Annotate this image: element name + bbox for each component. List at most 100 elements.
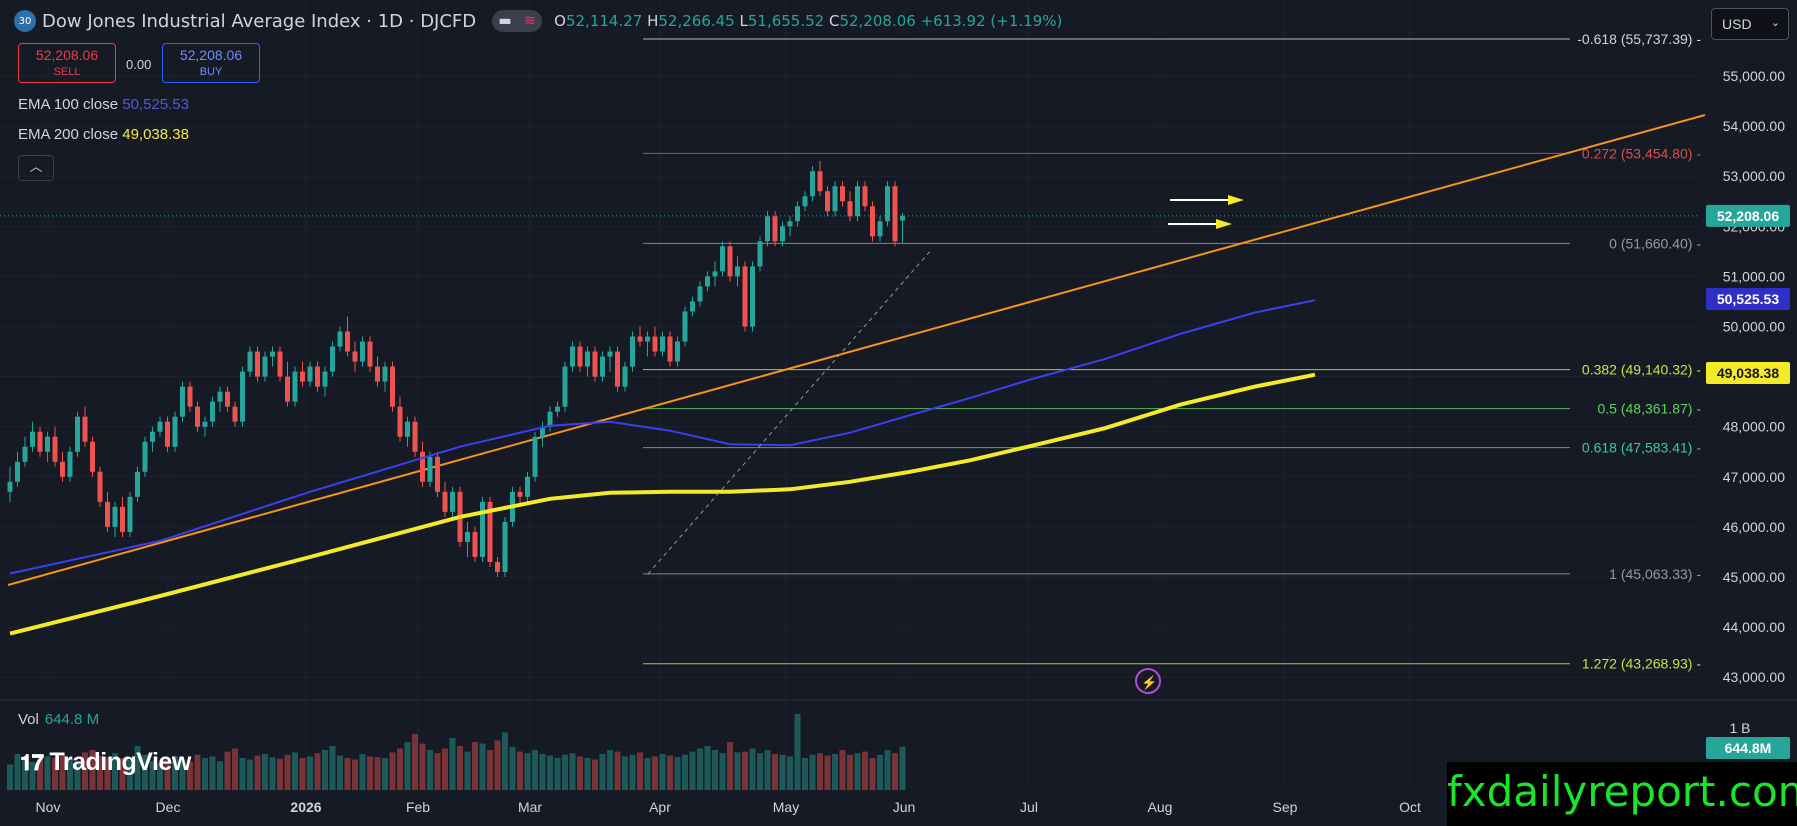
trendline[interactable]: [7, 114, 1706, 586]
candle-body: [502, 521, 508, 572]
candle-body: [15, 461, 20, 482]
candle-body: [187, 386, 193, 407]
wave-icon[interactable]: ≋: [524, 13, 536, 29]
volume-bar: [509, 746, 516, 790]
currency-select[interactable]: USD ⌄: [1711, 8, 1789, 40]
chart-annotations[interactable]: ⚡: [647, 195, 1244, 694]
volume-bar: [67, 758, 73, 790]
tradingview-logo[interactable]: 𝟏𝟕 TradingView: [20, 748, 191, 777]
volume-legend[interactable]: Vol 644.8 M: [18, 711, 99, 728]
fib-label: 0.272 (53,454.80) -: [1582, 145, 1701, 161]
volume-bar: [172, 756, 178, 790]
volume-bar: [404, 742, 411, 790]
volume-bar: [794, 714, 801, 790]
buy-label: BUY: [199, 66, 223, 78]
candle-body: [270, 351, 275, 357]
candle-body: [105, 501, 110, 527]
volume-bar: [194, 754, 201, 790]
candle-body: [67, 451, 73, 477]
legend-toggle[interactable]: ▬ ≋: [492, 10, 543, 32]
buy-button[interactable]: 52,208.06 BUY: [162, 43, 260, 83]
candle-body: [900, 215, 905, 221]
ohlc-values: O52,114.27 H52,266.45 L51,655.52 C52,208…: [554, 12, 1063, 30]
candle-body: [472, 531, 478, 557]
candle-body: [690, 301, 695, 312]
candle-body: [127, 496, 133, 532]
volume-bar: [14, 754, 21, 790]
candle-body: [787, 221, 793, 227]
volume-bar: [824, 755, 831, 790]
symbol-badge-icon: 30: [14, 10, 36, 32]
x-tick-label: 2026: [290, 799, 321, 815]
sell-button[interactable]: 52,208.06 SELL: [18, 43, 116, 83]
x-tick-label: Aug: [1148, 799, 1173, 815]
last-price-badge-bg: [1706, 204, 1790, 227]
volume-bar: [344, 758, 351, 790]
last-price-badge: 52,208.06: [1717, 208, 1779, 224]
volume-bar: [329, 746, 336, 790]
symbol-title[interactable]: Dow Jones Industrial Average Index · 1D …: [42, 10, 477, 32]
time-axis[interactable]: Nov Dec 2026 Feb Mar Apr May Jun Jul Aug Sep Oct: [36, 799, 1421, 815]
volume-bar: [847, 754, 853, 790]
volume-bar: [322, 750, 328, 790]
fib-label: -0.618 (55,737.39) -: [1577, 31, 1701, 47]
price-axis[interactable]: 43,000.00 44,000.00 45,000.00 46,000.00 47,0…: [1706, 68, 1790, 759]
volume-bar: [382, 758, 388, 790]
volume-bar: [449, 738, 456, 790]
volume-bar: [712, 750, 718, 790]
collapse-legend-button[interactable]: ︿: [18, 155, 54, 181]
volume-bar: [352, 759, 358, 790]
volume-bar: [584, 758, 591, 790]
ema100-legend[interactable]: EMA 100 close 50,525.53: [18, 96, 189, 113]
candle-body: [360, 341, 365, 362]
candle-body: [442, 491, 448, 512]
minus-icon[interactable]: ▬: [498, 13, 512, 29]
volume-value: 644.8 M: [44, 711, 100, 728]
candle-body: [330, 346, 335, 372]
candle-body: [322, 371, 328, 387]
x-tick-label: Jul: [1020, 799, 1038, 815]
volume-label: Vol: [18, 711, 39, 728]
candle-body: [240, 371, 245, 422]
candle-body: [585, 351, 590, 367]
candle-body: [727, 246, 733, 277]
x-tick-label: Dec: [156, 799, 181, 815]
volume-bar: [112, 753, 118, 790]
volume-bar: [592, 759, 598, 790]
ema200-legend[interactable]: EMA 200 close 49,038.38: [18, 126, 189, 143]
candle-body: [592, 351, 598, 377]
candle-body: [247, 351, 253, 372]
candle-body: [22, 446, 28, 462]
candle-body: [682, 311, 688, 342]
volume-bar: [22, 758, 28, 790]
volume-bar: [869, 758, 876, 790]
volume-bar: [7, 764, 13, 790]
candle-body: [262, 356, 268, 377]
candle-body: [645, 336, 650, 342]
candle-body: [742, 266, 748, 327]
candle-body: [112, 506, 118, 527]
y-tick-label: 48,000.00: [1723, 419, 1785, 435]
x-tick-label: Mar: [518, 799, 542, 815]
volume-bar: [209, 756, 216, 790]
candle-body: [412, 421, 418, 452]
candle-body: [90, 441, 95, 472]
volume-bar: [719, 753, 726, 790]
volume-bar: [464, 751, 471, 790]
volume-bar: [877, 754, 883, 790]
candle-body: [532, 436, 538, 477]
candle-body: [765, 216, 770, 242]
candle-body: [555, 406, 560, 412]
volume-bar: [704, 746, 711, 790]
ema200-value: 49,038.38: [122, 126, 189, 143]
candle-body: [615, 351, 620, 387]
candle-body: [487, 501, 493, 562]
volume-bar: [779, 754, 786, 790]
fibonacci-retracement[interactable]: -0.618 (55,737.39) - 0.272 (53,454.80) - 0…: [643, 31, 1701, 672]
candle-body: [195, 406, 200, 427]
candle-body: [97, 471, 103, 502]
volume-bar: [644, 758, 651, 790]
candle-body: [600, 356, 605, 377]
volume-bar: [37, 759, 43, 790]
